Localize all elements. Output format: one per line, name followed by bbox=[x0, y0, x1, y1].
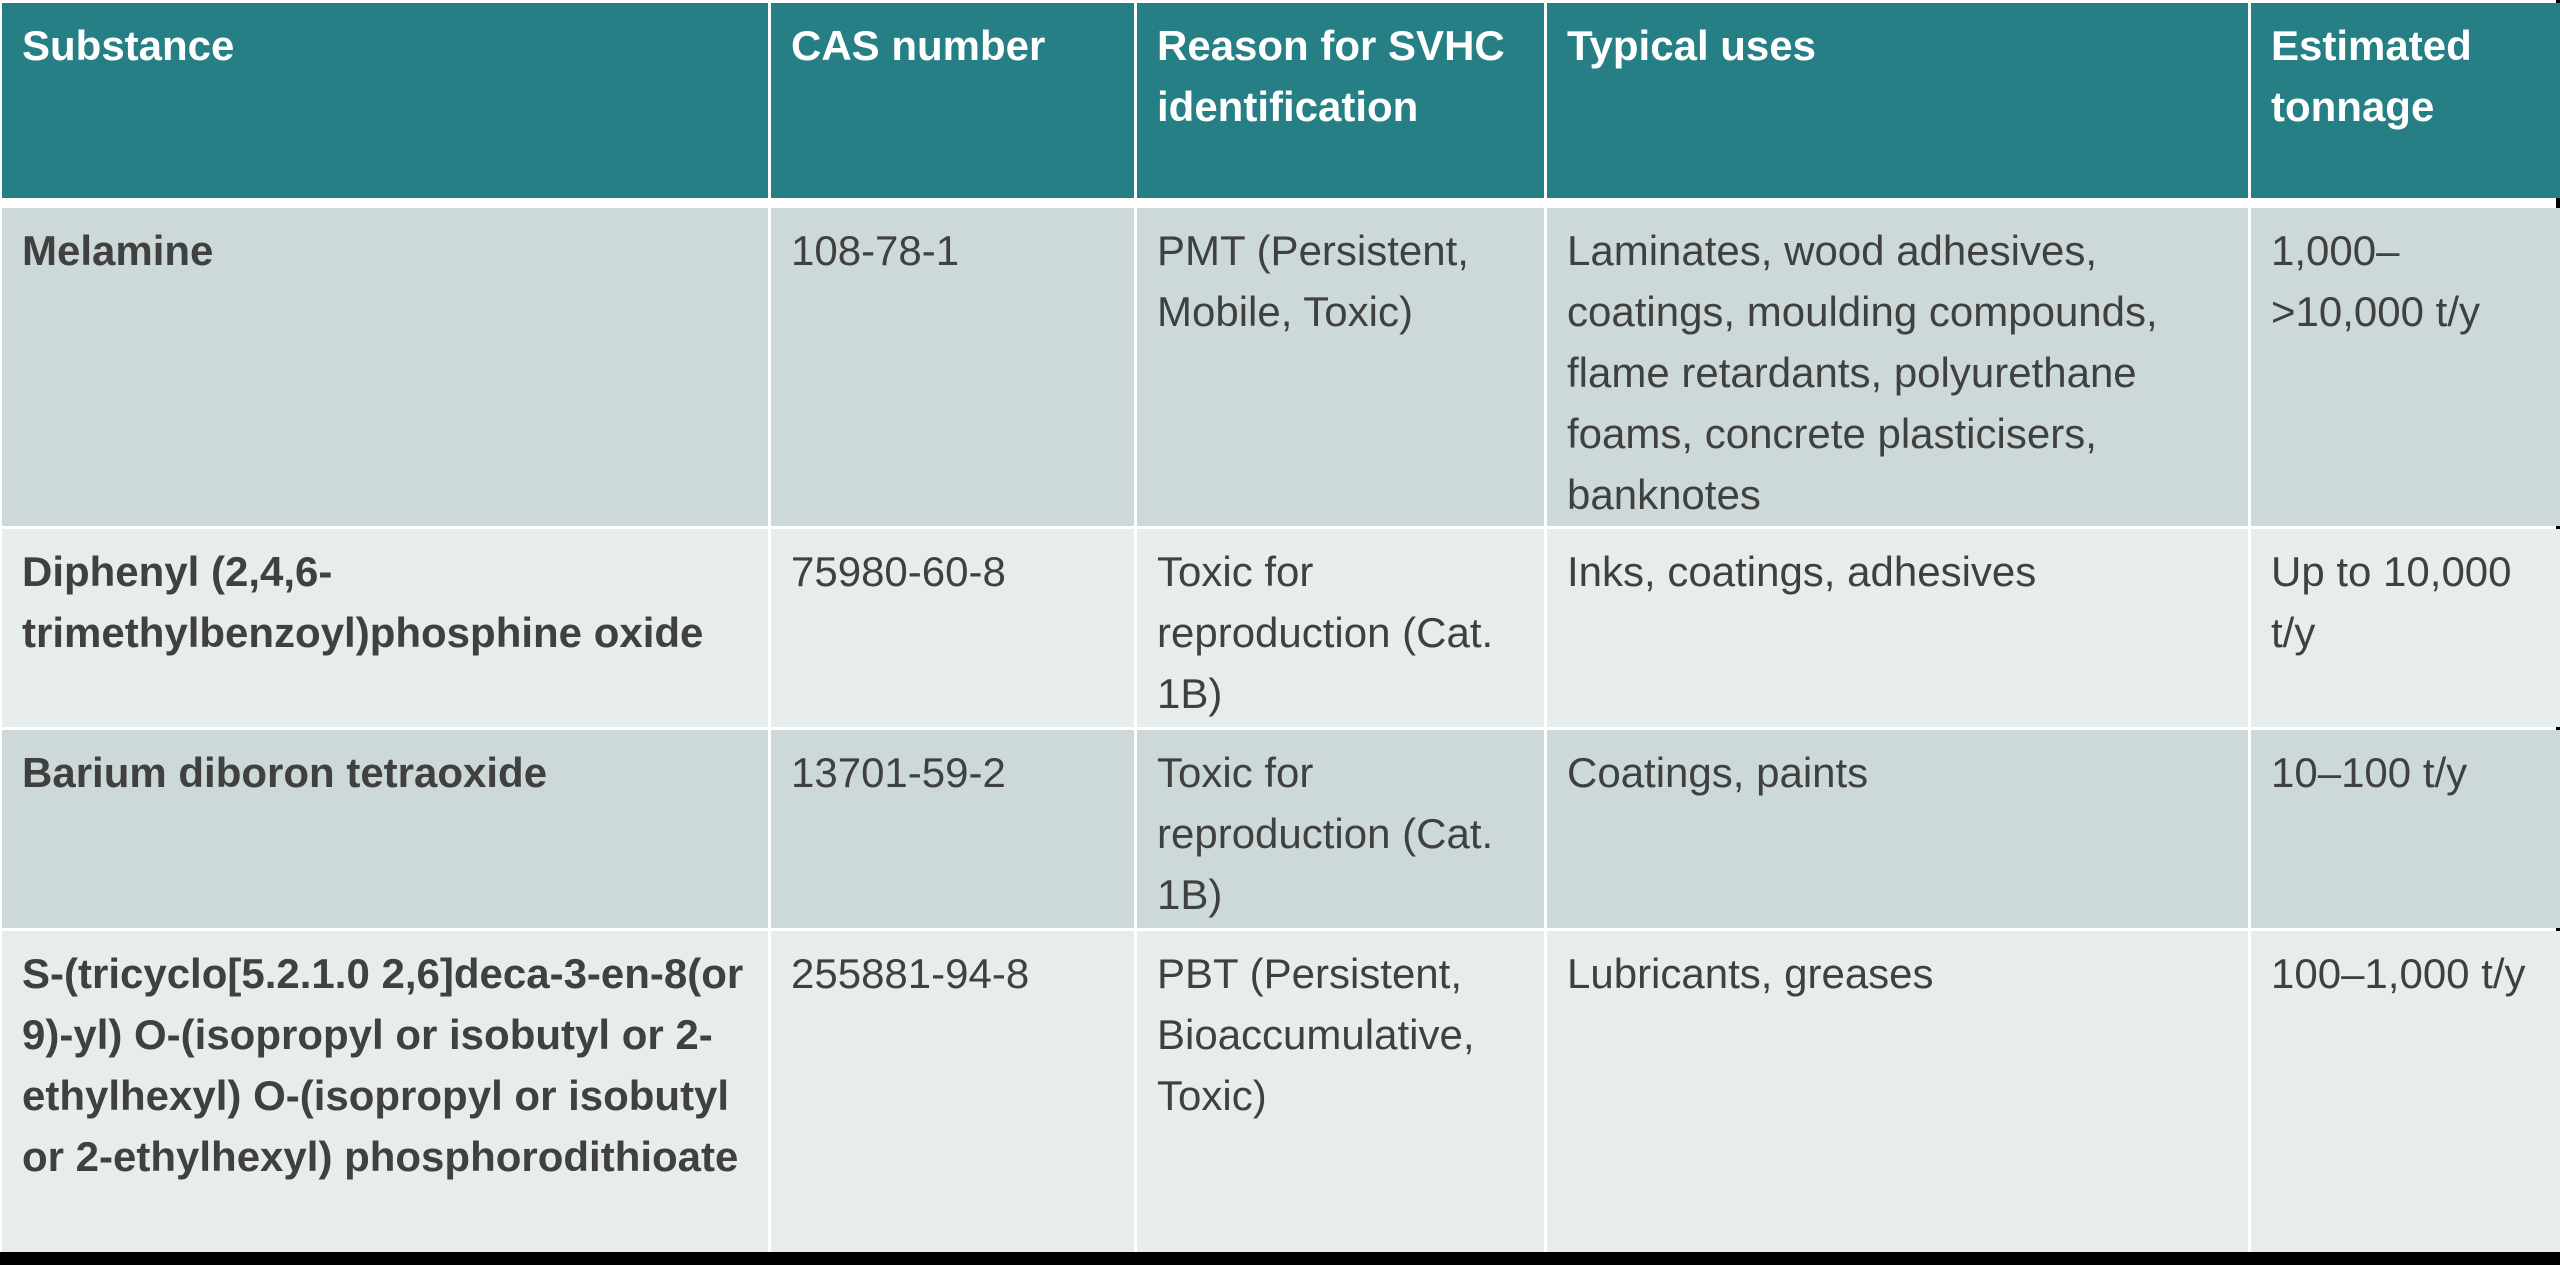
cell-tonnage: 10–100 t/y bbox=[2251, 730, 2560, 928]
table-header-row: Substance CAS number Reason for SVHC ide… bbox=[2, 3, 2560, 198]
header-estimated-tonnage: Estimated tonnage bbox=[2251, 3, 2560, 198]
header-reason: Reason for SVHC identification bbox=[1137, 3, 1544, 198]
cell-cas-number: 75980-60-8 bbox=[771, 529, 1134, 727]
cell-typical-uses: Laminates, wood adhesives, coatings, mou… bbox=[1547, 208, 2248, 526]
cell-tonnage: Up to 10,000 t/y bbox=[2251, 529, 2560, 727]
cell-reason: Toxic for reproduction (Cat. 1B) bbox=[1137, 529, 1544, 727]
cell-reason: Toxic for reproduction (Cat. 1B) bbox=[1137, 730, 1544, 928]
cell-substance: Melamine bbox=[2, 208, 768, 526]
table-row: Barium diboron tetraoxide 13701-59-2 Tox… bbox=[2, 730, 2560, 928]
table-row: S-(tricyclo[5.2.1.0 2,6]deca-3-en-8(or 9… bbox=[2, 931, 2560, 1252]
header-substance: Substance bbox=[2, 3, 768, 198]
table-row: Melamine 108-78-1 PMT (Persistent, Mobil… bbox=[2, 208, 2560, 526]
header-typical-uses: Typical uses bbox=[1547, 3, 2248, 198]
table-row: Diphenyl (2,4,6-trimethylbenzoyl)phosphi… bbox=[2, 529, 2560, 727]
cell-reason: PBT (Persistent, Bioaccumulative, Toxic) bbox=[1137, 931, 1544, 1252]
cell-reason: PMT (Persistent, Mobile, Toxic) bbox=[1137, 208, 1544, 526]
cell-tonnage: 1,000–>10,000 t/y bbox=[2251, 208, 2560, 526]
cell-cas-number: 13701-59-2 bbox=[771, 730, 1134, 928]
cell-cas-number: 255881-94-8 bbox=[771, 931, 1134, 1252]
cell-typical-uses: Coatings, paints bbox=[1547, 730, 2248, 928]
cell-tonnage: 100–1,000 t/y bbox=[2251, 931, 2560, 1252]
cell-substance: S-(tricyclo[5.2.1.0 2,6]deca-3-en-8(or 9… bbox=[2, 931, 768, 1252]
cell-substance: Diphenyl (2,4,6-trimethylbenzoyl)phosphi… bbox=[2, 529, 768, 727]
header-spacer bbox=[2, 201, 2560, 205]
cell-typical-uses: Lubricants, greases bbox=[1547, 931, 2248, 1252]
cell-typical-uses: Inks, coatings, adhesives bbox=[1547, 529, 2248, 727]
header-cas-number: CAS number bbox=[771, 3, 1134, 198]
cell-substance: Barium diboron tetraoxide bbox=[2, 730, 768, 928]
cell-cas-number: 108-78-1 bbox=[771, 208, 1134, 526]
